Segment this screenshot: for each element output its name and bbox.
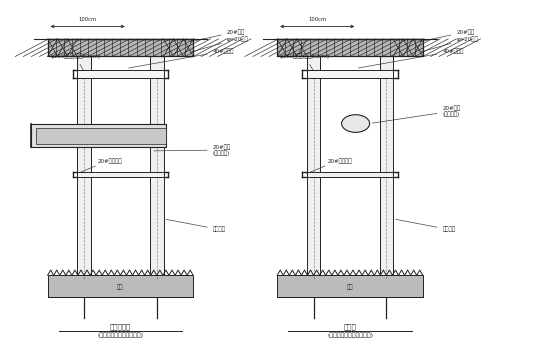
Text: 20#槽钢按压: 20#槽钢按压 <box>98 158 123 164</box>
Bar <box>77 56 91 279</box>
Bar <box>307 70 393 78</box>
Text: 20#槽钢按压: 20#槽钢按压 <box>328 158 352 164</box>
Text: (适用于管线穿越障碍物时): (适用于管线穿越障碍物时) <box>97 333 143 338</box>
Text: 100cm: 100cm <box>308 17 326 22</box>
Text: 垫砼: 垫砼 <box>347 285 353 291</box>
Bar <box>48 275 193 297</box>
Text: 20#槽钢
(预应力垫): 20#槽钢 (预应力垫) <box>154 144 231 156</box>
Bar <box>277 39 423 56</box>
Bar <box>48 39 193 56</box>
Bar <box>77 70 164 78</box>
Text: 托板板用法: 托板板用法 <box>110 323 131 330</box>
Text: 20#槽钢: 20#槽钢 <box>190 29 245 42</box>
Text: 塑料保护: 塑料保护 <box>396 219 455 232</box>
Bar <box>31 125 166 148</box>
Text: 100cm: 100cm <box>78 17 97 22</box>
Text: (适用于管线穿越障碍物时): (适用于管线穿越障碍物时) <box>327 333 373 338</box>
Text: φ=20抗水: φ=20抗水 <box>420 36 478 52</box>
Text: 管用法: 管用法 <box>344 323 356 330</box>
Bar <box>150 56 164 279</box>
Text: 20#槽钢
(预应力垫): 20#槽钢 (预应力垫) <box>372 105 460 123</box>
Text: 20#槽钢: 20#槽钢 <box>420 29 474 42</box>
Text: 垫砼: 垫砼 <box>117 285 124 291</box>
Text: 40#导线盘: 40#导线盘 <box>129 48 234 68</box>
Text: 塑料保护: 塑料保护 <box>166 219 226 232</box>
Bar <box>277 275 423 297</box>
Text: φ=20抗水: φ=20抗水 <box>190 36 249 52</box>
Circle shape <box>342 115 370 132</box>
Bar <box>307 172 393 177</box>
Text: 40#导线盘: 40#导线盘 <box>358 48 464 68</box>
Bar <box>77 172 164 177</box>
Bar <box>307 56 320 279</box>
Text: φ150原木柱(桩距80cm): φ150原木柱(桩距80cm) <box>280 54 330 72</box>
Bar <box>277 39 423 56</box>
Bar <box>380 56 393 279</box>
Text: φ150原木柱(桩距80cm): φ150原木柱(桩距80cm) <box>50 54 101 72</box>
Bar <box>48 39 193 56</box>
Bar <box>36 128 166 144</box>
